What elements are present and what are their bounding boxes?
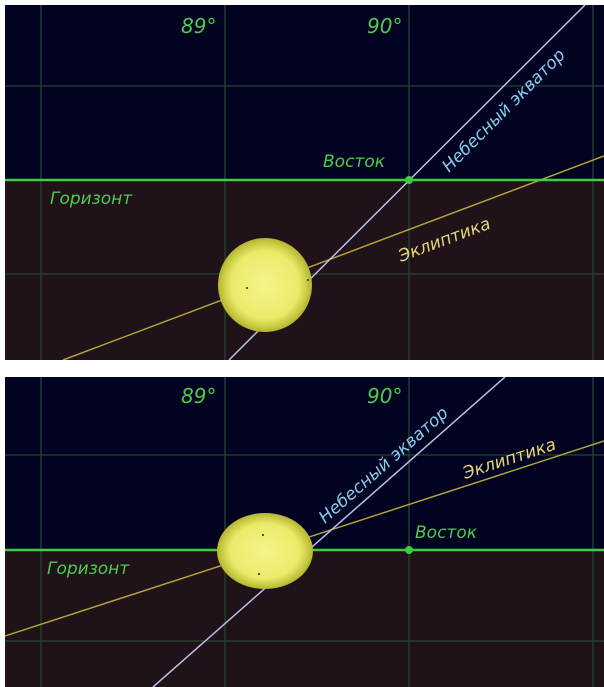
longitude-label-90: 90°: [367, 14, 402, 38]
east-label: Восток: [323, 152, 386, 172]
sky-panel-bottom: 89° 90° Горизонт Восток Небесный экватор…: [5, 377, 604, 687]
sky-panel-top: 89° 90° Горизонт Восток Небесный экватор…: [5, 5, 604, 360]
longitude-label-89: 89°: [181, 14, 216, 38]
sunspot: [306, 278, 310, 282]
sun: [217, 513, 313, 589]
sky-area: [5, 5, 604, 180]
longitude-label-89: 89°: [181, 384, 216, 408]
sunspot: [261, 533, 265, 537]
sky-area: [5, 377, 604, 550]
east-point: [405, 546, 413, 554]
sun: [218, 238, 312, 332]
sky-view-top: 89° 90° Горизонт Восток Небесный экватор…: [5, 5, 604, 360]
sky-view-bottom: 89° 90° Горизонт Восток Небесный экватор…: [5, 377, 604, 687]
sunspot: [257, 572, 261, 576]
horizon-label: Горизонт: [47, 559, 130, 579]
ecliptic-line: [62, 155, 604, 360]
celestial-equator-line: [152, 377, 506, 687]
sunspot: [245, 286, 249, 290]
east-point: [405, 176, 413, 184]
ground-area: [5, 550, 604, 687]
coordinate-grid: [5, 377, 604, 687]
longitude-label-90: 90°: [367, 384, 402, 408]
east-label: Восток: [415, 523, 478, 543]
horizon-label: Горизонт: [50, 189, 133, 209]
